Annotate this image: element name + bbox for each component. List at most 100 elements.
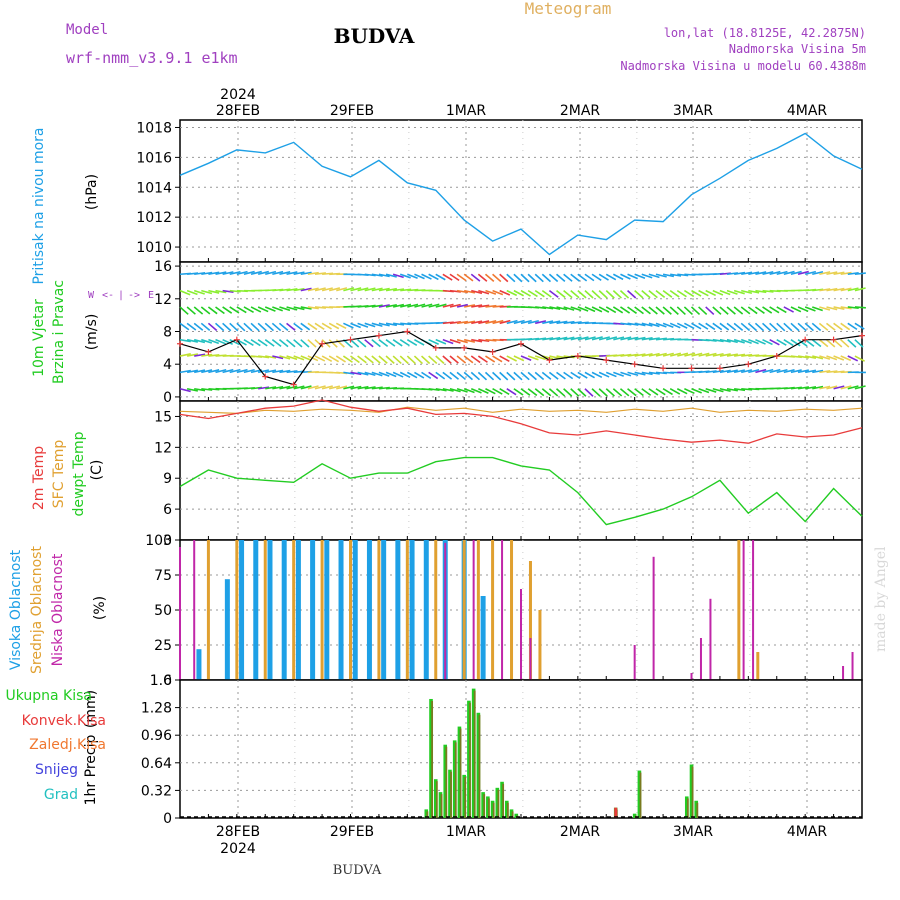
wind-barb (179, 306, 189, 315)
wind-gust-marker (716, 365, 723, 372)
wind-barb (413, 355, 424, 365)
cloud-bar-mid (756, 652, 760, 680)
wind-barb (620, 306, 631, 314)
wind-barb (734, 353, 746, 357)
wind-barb (513, 289, 524, 297)
wind-barb (684, 388, 695, 395)
wind-barb (719, 369, 731, 374)
temp-unit: (C) (89, 460, 105, 481)
wind-barb (343, 371, 355, 375)
wind-barb (250, 339, 261, 347)
wind-barb (385, 322, 397, 327)
wind-barb (428, 371, 439, 380)
legend-frozen: Zaledj.Kisa (29, 737, 106, 753)
wind-barb (527, 273, 537, 283)
top-date-labels: 28FEB 29FEB 1MAR 2MAR 3MAR 4MAR (216, 103, 828, 119)
wind-barb (776, 322, 786, 332)
precip-bar-total (481, 792, 485, 818)
wind-barb (812, 288, 824, 292)
wind-barb (420, 355, 431, 365)
wind-barb (705, 387, 717, 393)
wind-barb (669, 306, 679, 315)
cloud-bar-mid (320, 540, 324, 680)
wind-barb (350, 355, 360, 364)
wind-barb (726, 306, 736, 315)
panel-frame-temperature (179, 400, 863, 541)
wind-barb (804, 270, 817, 276)
wind-barb (542, 337, 554, 341)
wind-barb (463, 371, 474, 381)
wind-barb (393, 288, 405, 292)
wind-barb (676, 322, 688, 329)
wind-barb (577, 290, 587, 299)
wind-barb (300, 339, 310, 348)
wind-barb (278, 322, 289, 332)
wind-barb (399, 371, 411, 379)
wind-barb (350, 385, 362, 390)
wind-barb (741, 369, 753, 374)
precip-bar-overlay (478, 714, 481, 818)
wind-barb (186, 289, 198, 296)
cloud-bar-low (690, 673, 693, 680)
wind-barb (535, 320, 547, 325)
precip-bar-total (684, 796, 689, 818)
top-date-2mar: 2MAR (560, 103, 601, 119)
wind-barb (762, 338, 773, 346)
wind-barb (214, 322, 225, 332)
precip-bar-total (462, 774, 466, 818)
ytick-label-wind-1: 4 (163, 357, 172, 373)
wind-barb (698, 289, 709, 297)
wind-barb (812, 385, 824, 390)
wind-barb (556, 336, 568, 341)
cloud-bar-mid (206, 540, 210, 680)
wind-barb (194, 353, 206, 357)
wind-barb (264, 306, 276, 312)
cloud-bar-high (267, 540, 273, 680)
wind-barb (378, 355, 388, 364)
cloud-bar-low (842, 666, 845, 680)
t2m-line (179, 399, 863, 444)
wind-barb (591, 290, 601, 299)
wind-barb (336, 287, 348, 292)
wind-barb (342, 355, 353, 363)
cloud-bar-high (324, 540, 330, 680)
wind-barb (400, 322, 412, 326)
wind-barb (449, 387, 461, 393)
wind-barb (208, 289, 220, 294)
model-elevation-text: Nadmorska Visina u modelu 60.4388m (620, 59, 866, 73)
precip-bar-overlay (639, 772, 642, 818)
wind-barb (428, 338, 439, 345)
wind-barb (215, 271, 227, 276)
wind-barb (669, 352, 682, 357)
wind-barb (662, 273, 675, 278)
cloud-unit: (%) (92, 596, 108, 620)
wind-barb (854, 322, 865, 330)
bottom-date-2mar: 2MAR (560, 824, 601, 840)
wind-barb (477, 355, 488, 363)
wind-barb (634, 336, 646, 341)
wind-barb (272, 306, 283, 312)
wind-barb (364, 287, 376, 292)
precip-bar-overlay (431, 700, 434, 818)
wind-barb (477, 371, 488, 381)
wind-barb (250, 322, 260, 332)
wind-barb (222, 338, 233, 345)
wind-barb (613, 371, 624, 377)
dewpt-line (179, 456, 863, 526)
cloud-bar-low (752, 540, 755, 680)
wind-barb (485, 320, 497, 325)
wind-barb (542, 306, 554, 310)
wind-barb (542, 320, 554, 325)
wind-barb (371, 273, 383, 277)
wind-barb (627, 273, 638, 280)
wind-barb (485, 355, 496, 363)
cloud-bar-mid (462, 540, 466, 680)
wind-barb (541, 371, 552, 380)
wind-gust-marker (262, 373, 269, 380)
wind-barb (307, 306, 319, 310)
legend-snow: Snijeg (35, 762, 78, 778)
precip-bar-total (509, 809, 514, 818)
precip-bar-total (467, 700, 471, 818)
wind-barb (648, 306, 658, 315)
wind-barb-row-3 (179, 336, 864, 348)
